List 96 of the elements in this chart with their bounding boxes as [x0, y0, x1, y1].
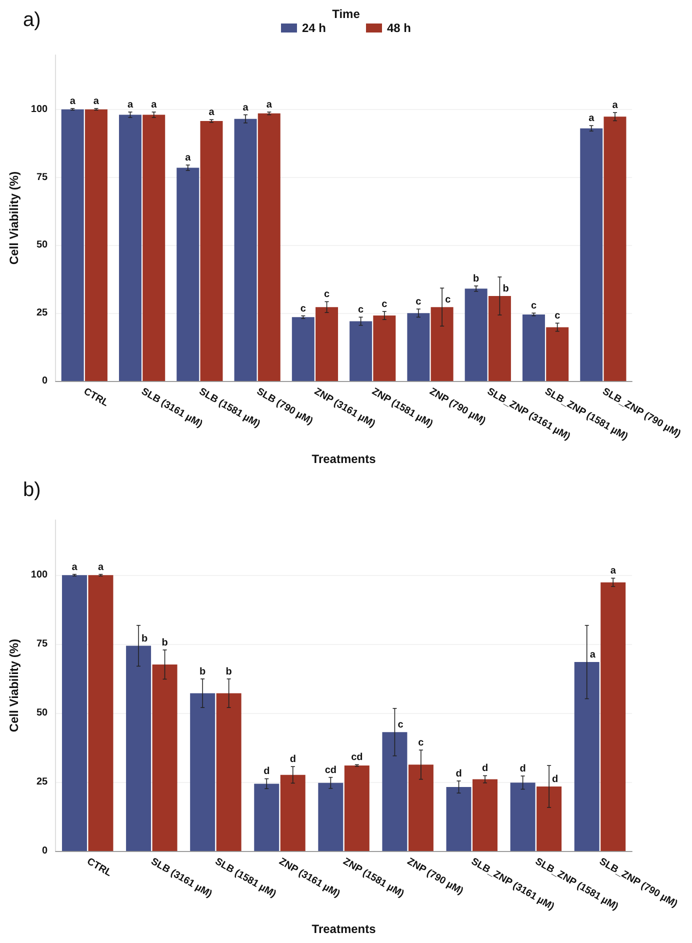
y-tick-label: 0	[42, 846, 48, 856]
data-label: b	[502, 283, 509, 294]
bar	[510, 782, 536, 851]
data-label: a	[185, 152, 192, 164]
data-label: b	[142, 633, 148, 644]
bar	[522, 314, 545, 381]
bar	[382, 732, 408, 851]
y-tick-label: 0	[42, 376, 48, 386]
data-label: c	[358, 304, 364, 316]
data-label: d	[552, 774, 558, 785]
bar	[316, 307, 338, 381]
bar	[200, 121, 223, 381]
y-axis-title: Cell Viability (%)	[7, 171, 21, 265]
data-label: b	[226, 666, 232, 678]
bar	[574, 662, 600, 851]
bar	[61, 109, 84, 381]
bar	[152, 664, 178, 851]
y-tick-label: 50	[36, 708, 48, 719]
y-tick-label: 50	[36, 240, 48, 251]
data-label: d	[482, 763, 488, 774]
data-label: a	[610, 566, 616, 577]
bar	[407, 313, 430, 381]
bar	[446, 787, 472, 851]
data-label: d	[456, 768, 462, 780]
bar	[344, 765, 370, 851]
bar	[84, 109, 108, 381]
bar	[580, 128, 603, 381]
bar	[488, 296, 511, 381]
data-label: a	[588, 113, 595, 124]
bar	[373, 316, 396, 381]
bar	[234, 118, 257, 381]
data-label: c	[300, 303, 306, 314]
data-label: c	[398, 720, 404, 731]
data-label: c	[530, 300, 537, 312]
data-label: a	[242, 102, 249, 114]
bar	[350, 321, 372, 381]
bar	[536, 786, 562, 851]
bar	[216, 693, 242, 851]
data-label: cd	[351, 752, 363, 764]
bar	[142, 114, 166, 381]
y-tick-label: 25	[36, 776, 48, 788]
bar	[258, 113, 280, 381]
bar	[430, 307, 454, 381]
bar	[464, 288, 488, 381]
data-label: a	[70, 96, 76, 108]
bar	[408, 764, 434, 851]
chart-title: b)	[23, 479, 41, 501]
data-label: b	[200, 666, 206, 678]
bar	[280, 774, 306, 851]
y-tick-label: 75	[36, 172, 48, 183]
bar	[176, 168, 200, 381]
data-label: a	[208, 107, 215, 118]
bar	[118, 114, 142, 381]
legend-title: Time	[332, 7, 360, 21]
bar	[472, 779, 498, 851]
bar	[254, 784, 280, 851]
bar	[600, 582, 626, 851]
data-label: c	[416, 296, 422, 308]
bar	[62, 575, 87, 851]
x-axis-title: Treatments	[312, 452, 376, 466]
data-label: c	[382, 298, 388, 310]
data-label: a	[266, 100, 272, 111]
data-label: c	[554, 310, 561, 322]
x-axis-title: Treatments	[312, 922, 376, 936]
legend-label: 48 h	[387, 21, 412, 35]
data-label: a	[72, 562, 78, 573]
bar	[318, 782, 344, 851]
data-label: a	[590, 650, 596, 661]
legend-label: 24 h	[302, 21, 326, 35]
data-label: a	[151, 100, 158, 111]
data-label: cd	[324, 764, 337, 776]
bar	[604, 116, 626, 381]
data-label: c	[324, 289, 330, 300]
chart-title: a)	[23, 9, 41, 31]
bar	[126, 646, 152, 851]
y-tick-label: 75	[36, 638, 48, 650]
data-label: d	[290, 754, 296, 766]
data-label: a	[93, 96, 100, 108]
data-label: d	[520, 763, 526, 774]
y-tick-label: 100	[30, 104, 48, 115]
y-tick-label: 100	[30, 570, 48, 581]
bar	[292, 317, 314, 381]
data-label: b	[162, 637, 168, 648]
data-label: a	[612, 100, 618, 112]
bar	[88, 575, 114, 851]
data-label: a	[127, 100, 134, 111]
bar	[190, 693, 216, 851]
data-label: a	[98, 562, 104, 573]
x-tick-label: ZNP (790 µM)	[405, 856, 465, 898]
y-tick-label: 25	[36, 308, 48, 319]
data-label: c	[445, 294, 452, 306]
data-label: b	[473, 273, 480, 284]
bar	[546, 327, 569, 381]
y-axis-title: Cell Viability (%)	[7, 638, 21, 732]
data-label: d	[264, 766, 270, 778]
data-label: c	[418, 738, 424, 749]
